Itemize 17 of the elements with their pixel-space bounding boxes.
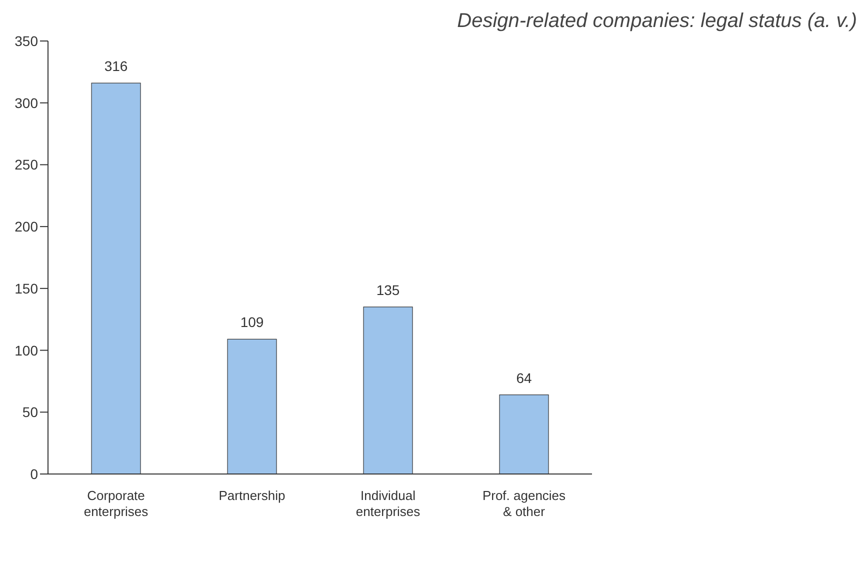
y-tick-label: 150 [14,280,38,296]
data-label: 135 [376,282,400,298]
y-tick-label: 0 [30,466,38,482]
data-label: 109 [240,314,264,330]
y-tick-label: 300 [14,94,38,111]
data-label: 64 [516,370,532,386]
data-label: 316 [104,58,128,74]
y-tick-label: 100 [14,342,38,358]
text: Design-related companies: legal status (a. v.) [457,10,857,33]
y-tick-label: 50 [22,404,38,420]
x-tick-label: Individual enterprises [356,488,421,519]
y-tick-label: 350 [14,32,38,49]
x-tick-label: Prof. agencies & other [482,488,566,519]
y-tick-label: 250 [14,156,38,173]
x-tick-label: Corporate enterprises [84,488,149,519]
x-tick-label: Partnership [218,488,286,503]
y-tick-label: 200 [14,218,38,235]
